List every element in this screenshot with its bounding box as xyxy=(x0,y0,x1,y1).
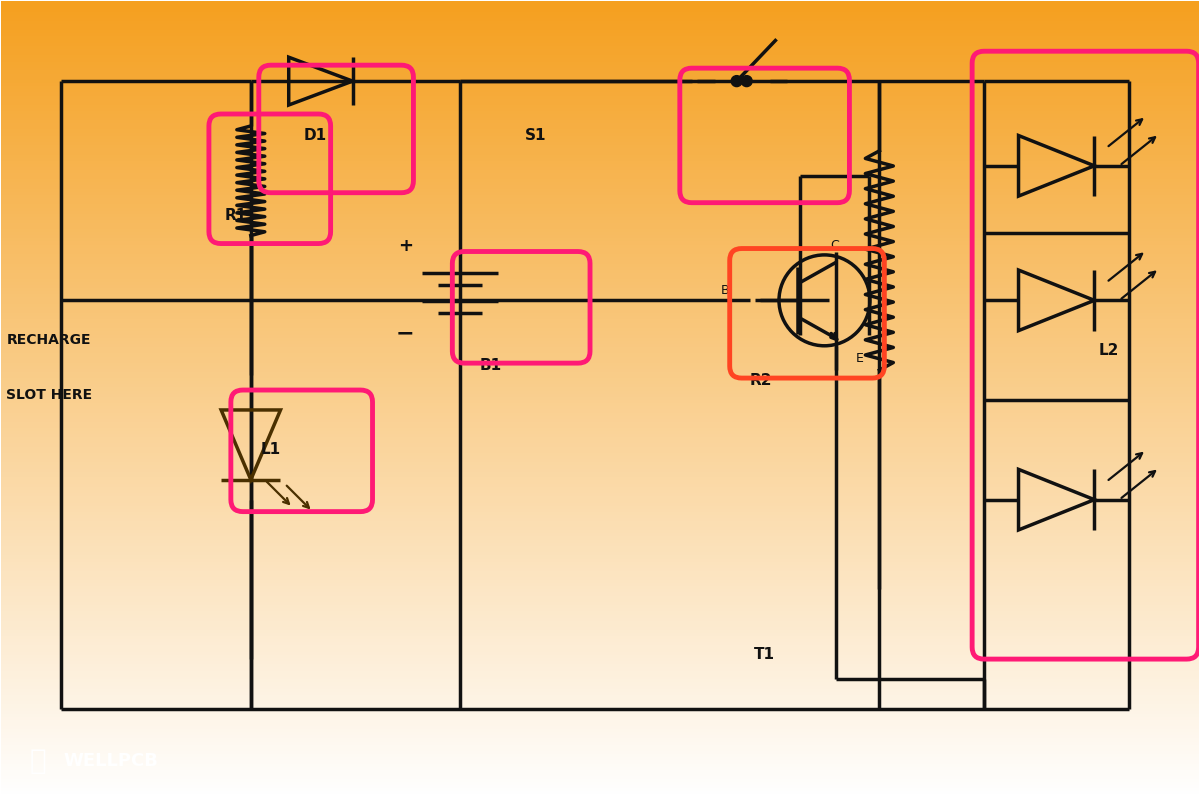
Text: B1: B1 xyxy=(479,358,502,373)
Text: SLOT HERE: SLOT HERE xyxy=(6,388,92,402)
Text: Ⓦ: Ⓦ xyxy=(29,746,46,774)
Text: R1: R1 xyxy=(224,208,247,223)
Text: D1: D1 xyxy=(304,129,328,143)
Text: T1: T1 xyxy=(754,646,775,662)
Text: −: − xyxy=(396,323,415,343)
Text: R2: R2 xyxy=(750,373,772,387)
Circle shape xyxy=(731,76,742,86)
Text: E: E xyxy=(856,352,863,365)
Circle shape xyxy=(742,76,752,86)
Text: L1: L1 xyxy=(260,442,281,458)
Text: S1: S1 xyxy=(524,129,546,143)
Text: L2: L2 xyxy=(1099,342,1120,358)
Text: C: C xyxy=(830,239,839,252)
Text: +: + xyxy=(398,237,413,254)
Text: B: B xyxy=(720,284,730,297)
Text: WELLPCB: WELLPCB xyxy=(64,752,158,770)
Text: RECHARGE: RECHARGE xyxy=(6,334,91,347)
